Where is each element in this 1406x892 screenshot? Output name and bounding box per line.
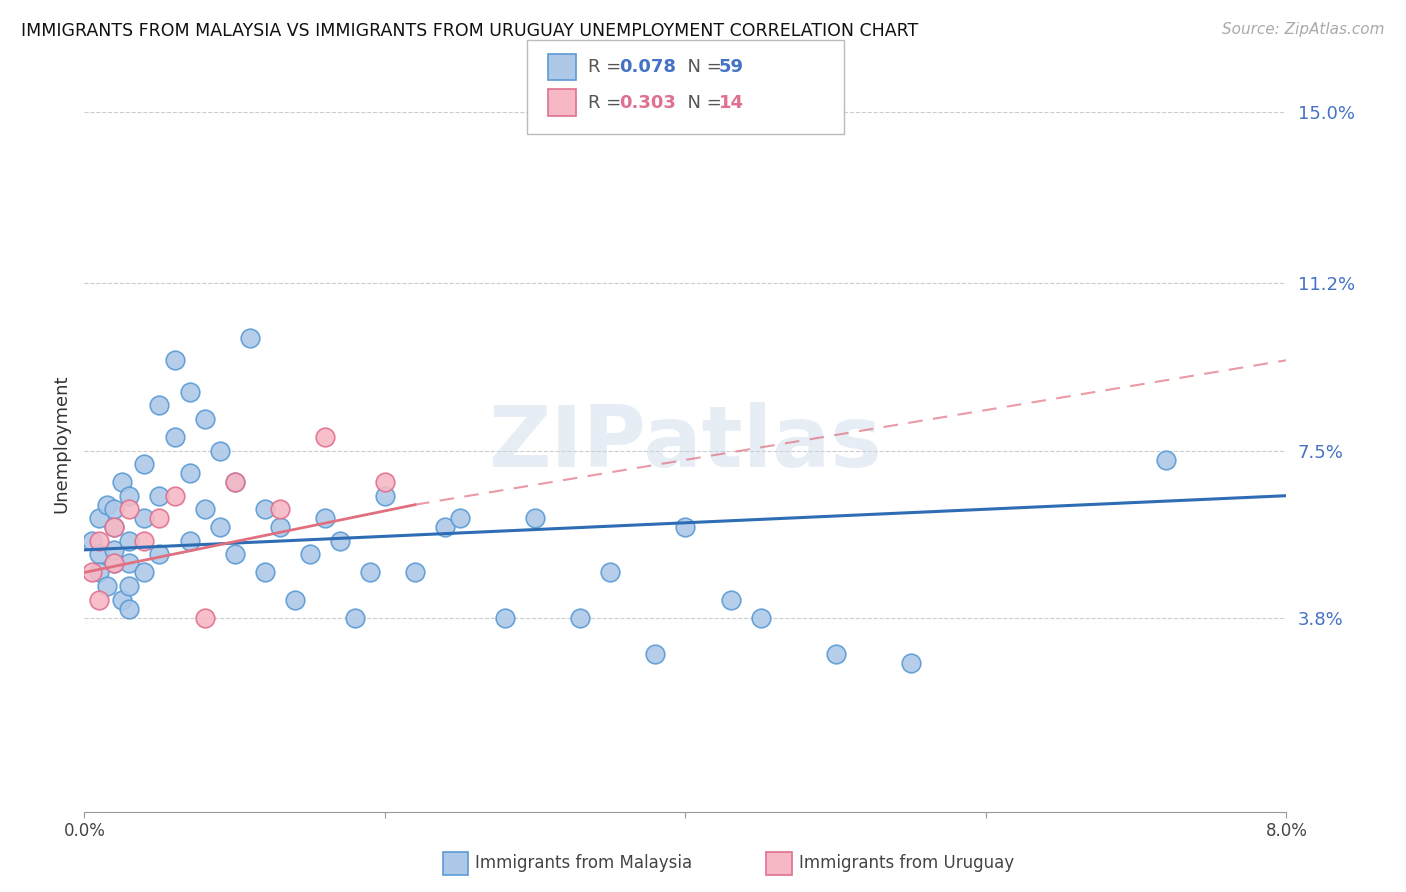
Point [179, 384, 201, 399]
Point [208, 443, 231, 458]
Point [103, 520, 125, 534]
Point [1156, 452, 1178, 467]
Point [194, 412, 217, 426]
Point [644, 647, 666, 661]
Point [194, 502, 217, 516]
Text: 0.078: 0.078 [619, 58, 676, 76]
Point [208, 520, 231, 534]
Point [569, 610, 592, 624]
Point [374, 489, 396, 503]
Point [148, 548, 170, 562]
Point [148, 511, 170, 525]
Point [253, 566, 276, 580]
Point [134, 511, 156, 525]
Point [96, 579, 118, 593]
Point [269, 502, 291, 516]
Point [298, 548, 321, 562]
Point [118, 489, 141, 503]
Y-axis label: Unemployment: Unemployment [52, 375, 70, 513]
Text: 59: 59 [718, 58, 744, 76]
Point [749, 610, 772, 624]
Text: Source: ZipAtlas.com: Source: ZipAtlas.com [1222, 22, 1385, 37]
Point [103, 557, 125, 571]
Point [179, 466, 201, 480]
Point [524, 511, 547, 525]
Point [253, 502, 276, 516]
Text: N =: N = [676, 94, 728, 112]
Point [179, 533, 201, 548]
Point [434, 520, 457, 534]
Point [118, 557, 141, 571]
Point [675, 520, 697, 534]
Point [80, 533, 103, 548]
Point [224, 475, 246, 490]
Point [494, 610, 516, 624]
Point [284, 592, 307, 607]
Point [111, 475, 134, 490]
Point [118, 579, 141, 593]
Point [103, 520, 125, 534]
Point [148, 489, 170, 503]
Point [163, 489, 186, 503]
Point [80, 566, 103, 580]
Point [89, 533, 111, 548]
Point [314, 430, 336, 444]
Text: Immigrants from Uruguay: Immigrants from Uruguay [799, 855, 1014, 872]
Point [900, 656, 922, 670]
Point [314, 511, 336, 525]
Point [449, 511, 471, 525]
Point [134, 566, 156, 580]
Point [599, 566, 621, 580]
Point [111, 592, 134, 607]
Point [194, 610, 217, 624]
Point [118, 601, 141, 615]
Point [118, 533, 141, 548]
Point [134, 457, 156, 471]
Point [239, 331, 262, 345]
Text: N =: N = [676, 58, 728, 76]
Point [224, 548, 246, 562]
Text: R =: R = [588, 94, 627, 112]
Text: IMMIGRANTS FROM MALAYSIA VS IMMIGRANTS FROM URUGUAY UNEMPLOYMENT CORRELATION CHA: IMMIGRANTS FROM MALAYSIA VS IMMIGRANTS F… [21, 22, 918, 40]
Text: R =: R = [588, 58, 627, 76]
Text: 0.303: 0.303 [619, 94, 675, 112]
Point [148, 398, 170, 412]
Point [103, 502, 125, 516]
Point [824, 647, 846, 661]
Point [359, 566, 381, 580]
Point [89, 566, 111, 580]
Point [96, 498, 118, 512]
Point [118, 502, 141, 516]
Point [89, 511, 111, 525]
Text: Immigrants from Malaysia: Immigrants from Malaysia [475, 855, 692, 872]
Text: ZIPatlas: ZIPatlas [488, 402, 883, 485]
Point [103, 542, 125, 557]
Point [404, 566, 426, 580]
Point [163, 430, 186, 444]
Point [89, 592, 111, 607]
Point [163, 353, 186, 368]
Point [720, 592, 742, 607]
Point [224, 475, 246, 490]
Point [329, 533, 352, 548]
Point [269, 520, 291, 534]
Point [374, 475, 396, 490]
Point [343, 610, 366, 624]
Text: 14: 14 [718, 94, 744, 112]
Point [89, 548, 111, 562]
Point [134, 533, 156, 548]
Point [103, 557, 125, 571]
